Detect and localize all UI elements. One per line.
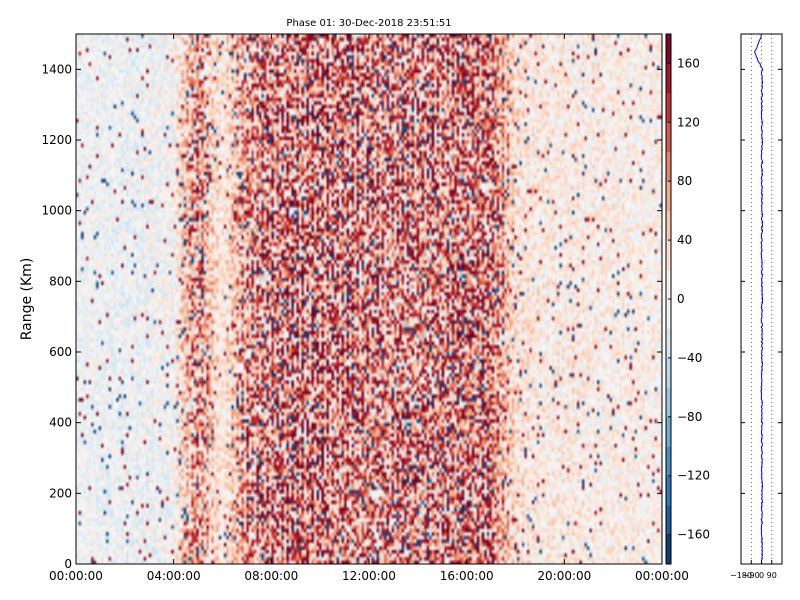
colorbar-tick-label: 40 — [677, 233, 692, 247]
y-tick-label: 200 — [49, 486, 72, 500]
y-tick-label: 1400 — [41, 62, 72, 76]
y-tick-label: 0 — [64, 557, 72, 571]
colorbar-tick-label: −160 — [677, 528, 710, 542]
colorbar-tick-label: 80 — [677, 174, 692, 188]
profile-x-tick-label: 0 — [759, 571, 764, 580]
colorbar-segment — [666, 416, 671, 447]
colorbar-segment — [666, 151, 671, 182]
colorbar-segment — [666, 210, 671, 241]
heatmap-x-axis: 00:00:00 04:00:00 08:00:00 12:00:00 16:00:00… — [49, 34, 689, 583]
colorbar-tick-label: −120 — [677, 469, 710, 483]
colorbar-segment — [666, 92, 671, 123]
colorbar-tick-label: 120 — [677, 115, 700, 129]
profile-x-tick-label: −180 — [730, 571, 752, 580]
x-tick-label: 04:00:00 — [147, 569, 201, 583]
x-tick-label: 00:00:00 — [635, 569, 689, 583]
colorbar-segment — [666, 63, 671, 94]
colorbar-segment — [666, 181, 671, 212]
colorbar-segment — [666, 34, 671, 64]
colorbar-segment — [666, 240, 671, 271]
colorbar-tick-label: −80 — [677, 410, 702, 424]
colorbar-segment — [666, 475, 671, 506]
y-tick-label: 800 — [49, 274, 72, 288]
profile-x-tick-label: 90 — [767, 571, 777, 580]
x-tick-label: 12:00:00 — [342, 569, 396, 583]
x-tick-label: 00:00:00 — [49, 569, 103, 583]
colorbar-segment — [666, 122, 671, 153]
colorbar-segment — [666, 446, 671, 477]
colorbar-segment — [666, 357, 671, 388]
colorbar-segment — [666, 505, 671, 536]
heatmap-plot — [76, 34, 662, 564]
x-tick-label: 08:00:00 — [244, 569, 298, 583]
colorbar-axis: −160 −120 −80 −40 0 40 80 120 160 — [668, 56, 710, 542]
y-tick-label: 1200 — [41, 133, 72, 147]
heatmap-y-axis: 0 200 400 600 800 1000 1200 1400 — [41, 62, 662, 571]
y-tick-label: 400 — [49, 416, 72, 430]
y-tick-label: 600 — [49, 345, 72, 359]
y-axis-label: Range (Km) — [19, 258, 35, 341]
colorbar-segment — [666, 269, 671, 300]
x-tick-label: 20:00:00 — [537, 569, 591, 583]
colorbar-segment — [666, 534, 671, 565]
heatmap-image — [76, 34, 662, 564]
x-tick-label: 16:00:00 — [440, 569, 494, 583]
colorbar-tick-label: 160 — [677, 56, 700, 70]
profile-x-tick-label: −90 — [743, 571, 760, 580]
y-tick-label: 1000 — [41, 204, 72, 218]
profile-line — [754, 33, 764, 565]
chart-title: Phase 01: 30-Dec-2018 23:51:51 — [286, 18, 451, 29]
profile-axes-ticks: −180−90 0 90 — [730, 68, 782, 580]
colorbar-segment — [666, 387, 671, 418]
colorbar-tick-label: 0 — [677, 292, 685, 306]
colorbar-segment — [666, 328, 671, 359]
colorbar-segment — [666, 299, 671, 329]
colorbar-tick-label: −40 — [677, 351, 702, 365]
colorbar — [666, 34, 671, 565]
